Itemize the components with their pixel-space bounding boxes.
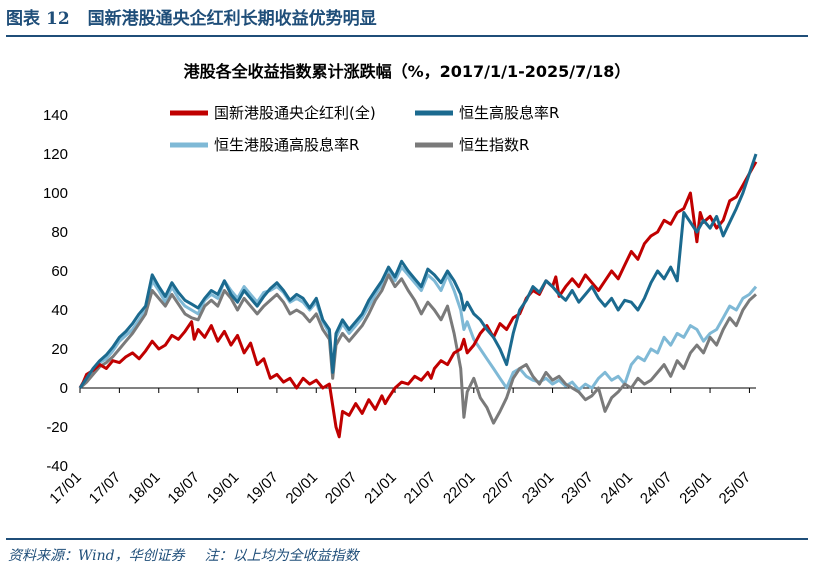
y-tick-label: 80 (51, 224, 68, 241)
x-tick-label: 23/07 (558, 469, 597, 508)
series-lines (78, 153, 758, 439)
y-tick-label: 60 (51, 263, 68, 280)
y-tick-label: 0 (60, 380, 68, 397)
figure-title: 国新港股通央企红利长期收益优势明显 (87, 9, 377, 29)
x-tick-label: 19/07 (243, 469, 282, 508)
x-tick-label: 24/07 (637, 469, 676, 508)
x-tick-label: 18/07 (164, 469, 203, 508)
figure-prefix: 图表 (6, 9, 40, 29)
figure-number: 12 (46, 9, 70, 29)
y-tick-label: -20 (46, 419, 68, 436)
series-line-1 (78, 153, 758, 389)
footer-source: 资料来源：Wind，华创证券 (8, 548, 185, 564)
chart-title: 港股各全收益指数累计涨跌幅（%，2017/1/1-2025/7/18） (184, 62, 631, 81)
legend-label: 恒生港股通高股息率R (214, 136, 359, 154)
x-tick-label: 23/01 (519, 469, 558, 508)
x-tick-label: 18/01 (125, 469, 164, 508)
x-tick-label: 19/01 (204, 469, 243, 508)
x-tick-label: 21/07 (401, 469, 440, 508)
legend-label: 国新港股通央企红利(全) (214, 104, 376, 122)
x-tick-label: 21/01 (361, 469, 400, 508)
footer-note: 注：以上均为全收益指数 (204, 548, 359, 564)
footer: 资料来源：Wind，华创证券 注：以上均为全收益指数 (8, 545, 359, 565)
series-line-0 (78, 161, 758, 439)
x-tick-label: 22/01 (440, 469, 479, 508)
header-rule (6, 35, 808, 37)
figure-header: 图表 12 国新港股通央企红利长期收益优势明显 (6, 6, 806, 36)
legend: 国新港股通央企红利(全) 恒生高股息率R 恒生港股通高股息率R 恒生指数R (170, 104, 559, 154)
x-tick-label: 25/07 (716, 469, 755, 508)
series-line-2 (78, 265, 758, 392)
y-tick-label: 120 (43, 146, 68, 163)
y-tick-label: 20 (51, 341, 68, 358)
x-tick-label: 25/01 (676, 469, 715, 508)
x-tick-label: 22/07 (479, 469, 518, 508)
series-line-3 (79, 273, 757, 425)
legend-label: 恒生高股息率R (459, 104, 559, 122)
x-axis: 17/01 17/07 18/01 18/07 19/01 19/07 20/01 20/07… (46, 388, 754, 507)
x-tick-label: 20/01 (283, 469, 322, 508)
x-tick-label: 24/01 (598, 469, 637, 508)
y-axis: -40 -20 0 20 40 60 80 100 120 140 (43, 107, 756, 475)
footer-rule (6, 538, 808, 540)
y-tick-label: 140 (43, 107, 68, 124)
line-chart: 港股各全收益指数累计涨跌幅（%，2017/1/1-2025/7/18） -40-… (43, 62, 758, 507)
x-tick-label: 20/07 (322, 469, 361, 508)
y-tick-label: 40 (51, 302, 68, 319)
y-tick-label: -40 (46, 458, 68, 475)
legend-label: 恒生指数R (459, 136, 529, 154)
x-tick-label: 17/07 (86, 469, 125, 508)
y-tick-label: 100 (43, 185, 68, 202)
